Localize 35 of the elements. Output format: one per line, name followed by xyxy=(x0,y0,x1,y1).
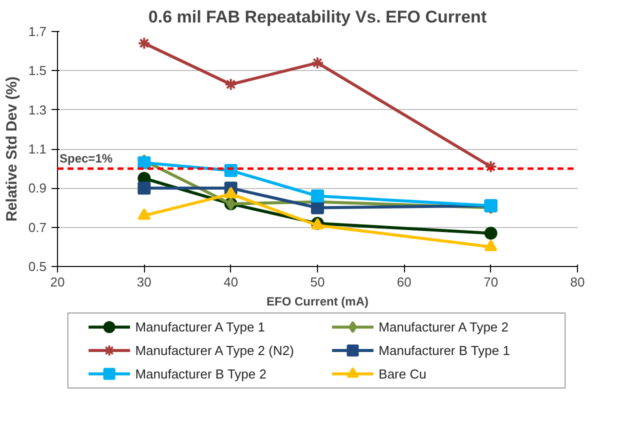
legend-label: Manufacturer B Type 1 xyxy=(378,343,510,358)
legend-label: Manufacturer A Type 1 xyxy=(135,320,266,335)
point xyxy=(138,36,151,50)
y-tick-label: 1.7 xyxy=(28,24,47,39)
x-tick-label: 50 xyxy=(310,274,325,290)
point xyxy=(224,186,238,198)
y-tick-label: 0.9 xyxy=(28,180,47,196)
point xyxy=(138,208,151,220)
x-tick-label: 40 xyxy=(224,274,238,290)
legend-label: Manufacturer A Type 2 (N2) xyxy=(135,343,294,358)
y-tick-label: 1.3 xyxy=(28,102,47,118)
x-tick-label: 30 xyxy=(136,274,152,290)
x-tick-label: 80 xyxy=(570,274,585,290)
y-axis-title: Relative Std Dev (%) xyxy=(3,76,20,222)
point xyxy=(311,190,324,202)
legend-label: Bare Cu xyxy=(378,366,426,382)
point xyxy=(311,201,324,214)
point xyxy=(484,160,498,174)
y-tick-label: 0.7 xyxy=(28,220,47,235)
point xyxy=(224,78,238,91)
x-axis-title: EFO Current (mA) xyxy=(266,294,369,308)
x-tick-label: 60 xyxy=(396,274,412,290)
legend-label: Manufacturer B Type 2 xyxy=(135,366,266,382)
y-tick-label: 1.5 xyxy=(28,63,47,78)
point xyxy=(138,182,151,195)
point xyxy=(484,226,498,240)
chart-title: 0.6 mil FAB Repeatability Vs. EFO Current xyxy=(148,8,487,26)
y-tick-label: 0.5 xyxy=(28,259,47,274)
y-tick-label: 1.1 xyxy=(28,142,47,156)
point xyxy=(484,240,498,252)
point xyxy=(311,56,324,70)
ref-line-label: Spec=1% xyxy=(60,152,113,166)
x-tick-label: 20 xyxy=(50,274,65,290)
legend-label: Manufacturer A Type 2 xyxy=(378,320,509,335)
x-tick-label: 70 xyxy=(484,274,498,290)
